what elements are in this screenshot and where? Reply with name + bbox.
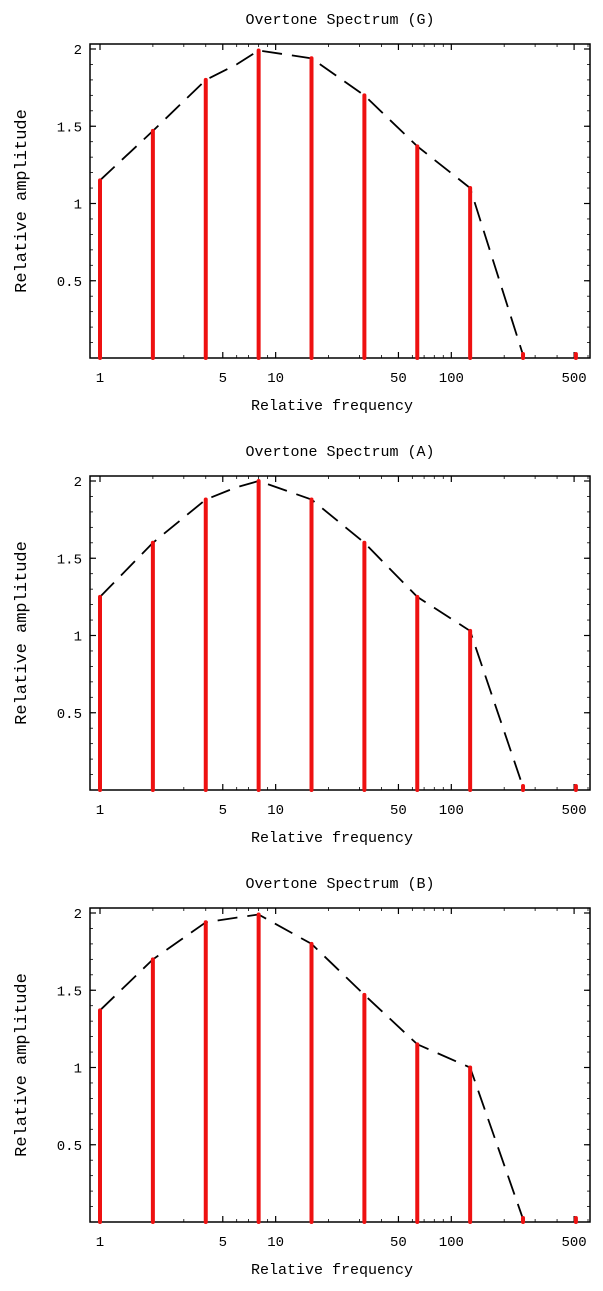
plot-frame: [89, 475, 591, 791]
y-tick-label: 2: [74, 907, 82, 923]
y-axis-label: Relative amplitude: [13, 973, 32, 1157]
envelope-line: [99, 913, 524, 1220]
x-axis-label: Relative frequency: [251, 398, 413, 415]
x-axis-label: Relative frequency: [251, 1262, 413, 1279]
chart-title: Overtone Spectrum (G): [245, 12, 434, 29]
envelope-line: [99, 480, 524, 788]
x-tick-label: 1: [96, 803, 104, 819]
x-tick-label: 500: [561, 1235, 586, 1251]
x-tick-label: 100: [439, 371, 464, 387]
chart-panel-3: Overtone Spectrum (B) 0.5 1 1.5 2 1 5 10 50 100 50…: [13, 876, 591, 1279]
y-tick-label: 2: [74, 43, 82, 59]
y-tick-label: 2: [74, 475, 82, 491]
x-tick-label: 50: [390, 1235, 407, 1251]
y-tick-label: 1: [74, 630, 82, 646]
x-tick-label: 5: [219, 371, 227, 387]
chart-panel-2: Overtone Spectrum (A) 0.5 1 1.5 2 1 5 10 50 100 50…: [13, 444, 591, 847]
y-tick-label: 1.5: [57, 120, 82, 136]
x-tick-label: 1: [96, 1235, 104, 1251]
x-tick-label: 10: [267, 803, 284, 819]
y-tick-label: 1.5: [57, 984, 82, 1000]
y-tick-label: 1.5: [57, 552, 82, 568]
x-tick-label: 50: [390, 371, 407, 387]
y-tick-label: 0.5: [57, 1139, 82, 1155]
y-tick-label: 1: [74, 1062, 82, 1078]
x-tick-label: 500: [561, 371, 586, 387]
x-tick-label: 50: [390, 803, 407, 819]
x-tick-label: 1: [96, 371, 104, 387]
x-tick-label: 100: [439, 1235, 464, 1251]
x-tick-label: 500: [561, 803, 586, 819]
x-axis-label: Relative frequency: [251, 830, 413, 847]
x-tick-label: 5: [219, 803, 227, 819]
y-tick-label: 0.5: [57, 707, 82, 723]
plot-frame: [89, 907, 591, 1223]
y-axis-label: Relative amplitude: [13, 541, 32, 725]
chart-panel-1: Overtone Spectrum (G) 0.5 1 1.5 2 1 5 10 50 100 50…: [13, 12, 591, 415]
y-tick-label: 1: [74, 198, 82, 214]
chart-title: Overtone Spectrum (B): [245, 876, 434, 893]
x-tick-label: 5: [219, 1235, 227, 1251]
plot-frame: [89, 43, 591, 359]
x-tick-label: 100: [439, 803, 464, 819]
chart-title: Overtone Spectrum (A): [245, 444, 434, 461]
x-tick-label: 10: [267, 1235, 284, 1251]
envelope-line: [99, 49, 524, 356]
x-tick-label: 10: [267, 371, 284, 387]
y-tick-label: 0.5: [57, 275, 82, 291]
y-axis-label: Relative amplitude: [13, 109, 32, 293]
